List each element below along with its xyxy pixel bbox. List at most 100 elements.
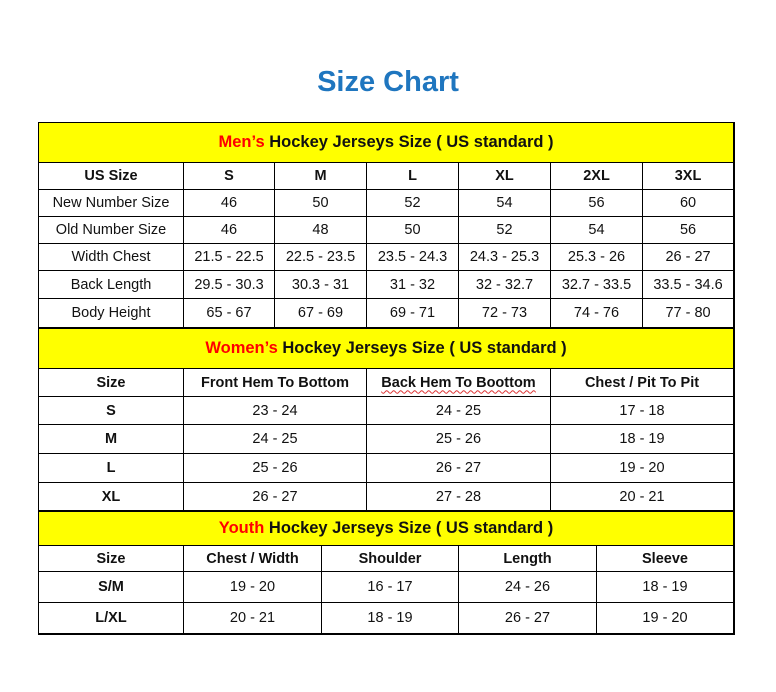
column-header: XL [458,162,551,190]
table-cell: 24 - 25 [183,424,367,454]
column-header-label: Size [96,374,126,391]
table-cell: 18 - 19 [595,571,735,603]
table-cell: 48 [274,216,367,244]
table-cell: 52 [458,216,551,244]
column-header-label: S [224,168,234,184]
column-header: Shoulder [321,545,459,572]
row-label: L/XL [38,602,184,634]
table-cell: 26 - 27 [641,243,735,271]
mens-section-heading: Men’s Hockey Jerseys Size ( US standard … [37,122,735,163]
column-header-label: US Size [84,168,138,184]
table-row: S/M 19 - 20 16 - 17 24 - 26 18 - 19 [38,571,735,603]
table-cell: 25 - 26 [366,424,551,454]
table-cell: 24 - 26 [458,571,597,603]
section-heading-highlight: Youth [218,519,265,537]
column-header-label: Sleeve [642,550,688,567]
row-label: Old Number Size [38,216,184,244]
table-cell: 26 - 27 [458,602,597,634]
column-header-label: 2XL [583,168,610,184]
table-cell: 24 - 25 [366,396,551,425]
table-cell: 20 - 21 [183,602,322,634]
table-cell: 33.5 - 34.6 [641,270,735,299]
column-header: US Size [38,162,184,190]
column-header-label: Length [503,550,552,567]
table-row: L/XL 20 - 21 18 - 19 26 - 27 19 - 20 [38,602,735,634]
page-title: Size Chart [317,66,459,98]
table-cell: 16 - 17 [321,571,459,603]
column-header-label: L [408,168,417,184]
column-header-label: Chest / Pit To Pit [584,374,700,391]
column-header: Length [458,545,597,572]
table-cell: 77 - 80 [641,298,735,328]
column-header-label: Front Hem To Bottom [201,374,349,391]
table-cell: 46 [183,189,275,217]
column-header: 2XL [550,162,643,190]
table-cell: 19 - 20 [549,453,735,483]
youth-section-heading: Youth Hockey Jerseys Size ( US standard … [37,511,735,546]
row-label: S [38,396,184,425]
table-cell: 50 [274,189,367,217]
table-cell: 26 - 27 [183,482,367,511]
header-row: Size Chest / Width Shoulder Length Sleeve [38,545,735,572]
table-cell: 56 [641,216,735,244]
table-cell: 18 - 19 [549,424,735,454]
section-heading-cell: Youth Hockey Jerseys Size ( US standard … [37,511,735,546]
section-heading-highlight: Women’s [205,339,278,357]
table-row: M 24 - 25 25 - 26 18 - 19 [38,424,735,454]
table-cell: 23 - 24 [183,396,367,425]
table-cell: 23.5 - 24.3 [366,243,459,271]
table-cell: 32.7 - 33.5 [550,270,643,299]
table-cell: 25 - 26 [183,453,367,483]
size-chart: Men’s Hockey Jerseys Size ( US standard … [37,122,735,635]
row-label: Body Height [38,298,184,328]
column-header: Front Hem To Bottom [183,368,367,397]
column-header: Chest / Width [183,545,322,572]
table-cell: 26 - 27 [366,453,551,483]
column-header-label: Chest / Width [206,550,299,567]
row-label: XL [38,482,184,511]
womens-size-table: Women’s Hockey Jerseys Size ( US standar… [37,328,735,511]
table-cell: 18 - 19 [321,602,459,634]
table-cell: 67 - 69 [274,298,367,328]
table-row: XL 26 - 27 27 - 28 20 - 21 [38,482,735,511]
table-cell: 74 - 76 [550,298,643,328]
table-row: S 23 - 24 24 - 25 17 - 18 [38,396,735,425]
column-header-label: Back Hem To Boottom [381,374,536,391]
table-row: Width Chest 21.5 - 22.5 22.5 - 23.5 23.5 - … [38,243,735,271]
table-row: Body Height 65 - 67 67 - 69 69 - 71 72 - 73 7… [38,298,735,328]
row-label: S/M [38,571,184,603]
section-heading-text: Hockey Jerseys Size ( US standard ) [277,339,567,357]
table-cell: 20 - 21 [549,482,735,511]
womens-section-heading: Women’s Hockey Jerseys Size ( US standar… [37,328,735,369]
table-cell: 69 - 71 [366,298,459,328]
table-cell: 60 [641,189,735,217]
table-cell: 65 - 67 [183,298,275,328]
mens-size-table: Men’s Hockey Jerseys Size ( US standard … [37,122,735,328]
table-cell: 32 - 32.7 [458,270,551,299]
table-cell: 25.3 - 26 [550,243,643,271]
row-label: Width Chest [38,243,184,271]
column-header-label: XL [495,168,514,184]
column-header-label: M [314,168,327,184]
table-cell: 31 - 32 [366,270,459,299]
table-cell: 19 - 20 [183,571,322,603]
column-header: L [366,162,459,190]
table-cell: 54 [458,189,551,217]
row-label: Back Length [38,270,184,299]
column-header: Size [38,545,184,572]
table-cell: 21.5 - 22.5 [183,243,275,271]
row-label: L [38,453,184,483]
row-label: New Number Size [38,189,184,217]
column-header-label: Shoulder [358,550,422,567]
table-cell: 27 - 28 [366,482,551,511]
row-label: M [38,424,184,454]
table-row: Back Length 29.5 - 30.3 30.3 - 31 31 - 32 32… [38,270,735,299]
column-header: M [274,162,367,190]
table-cell: 17 - 18 [549,396,735,425]
section-heading-cell: Women’s Hockey Jerseys Size ( US standar… [37,328,735,369]
table-row: New Number Size 46 50 52 54 56 60 [38,189,735,217]
table-cell: 24.3 - 25.3 [458,243,551,271]
table-cell: 19 - 20 [595,602,735,634]
column-header: 3XL [641,162,735,190]
youth-size-table: Youth Hockey Jerseys Size ( US standard … [37,511,735,634]
